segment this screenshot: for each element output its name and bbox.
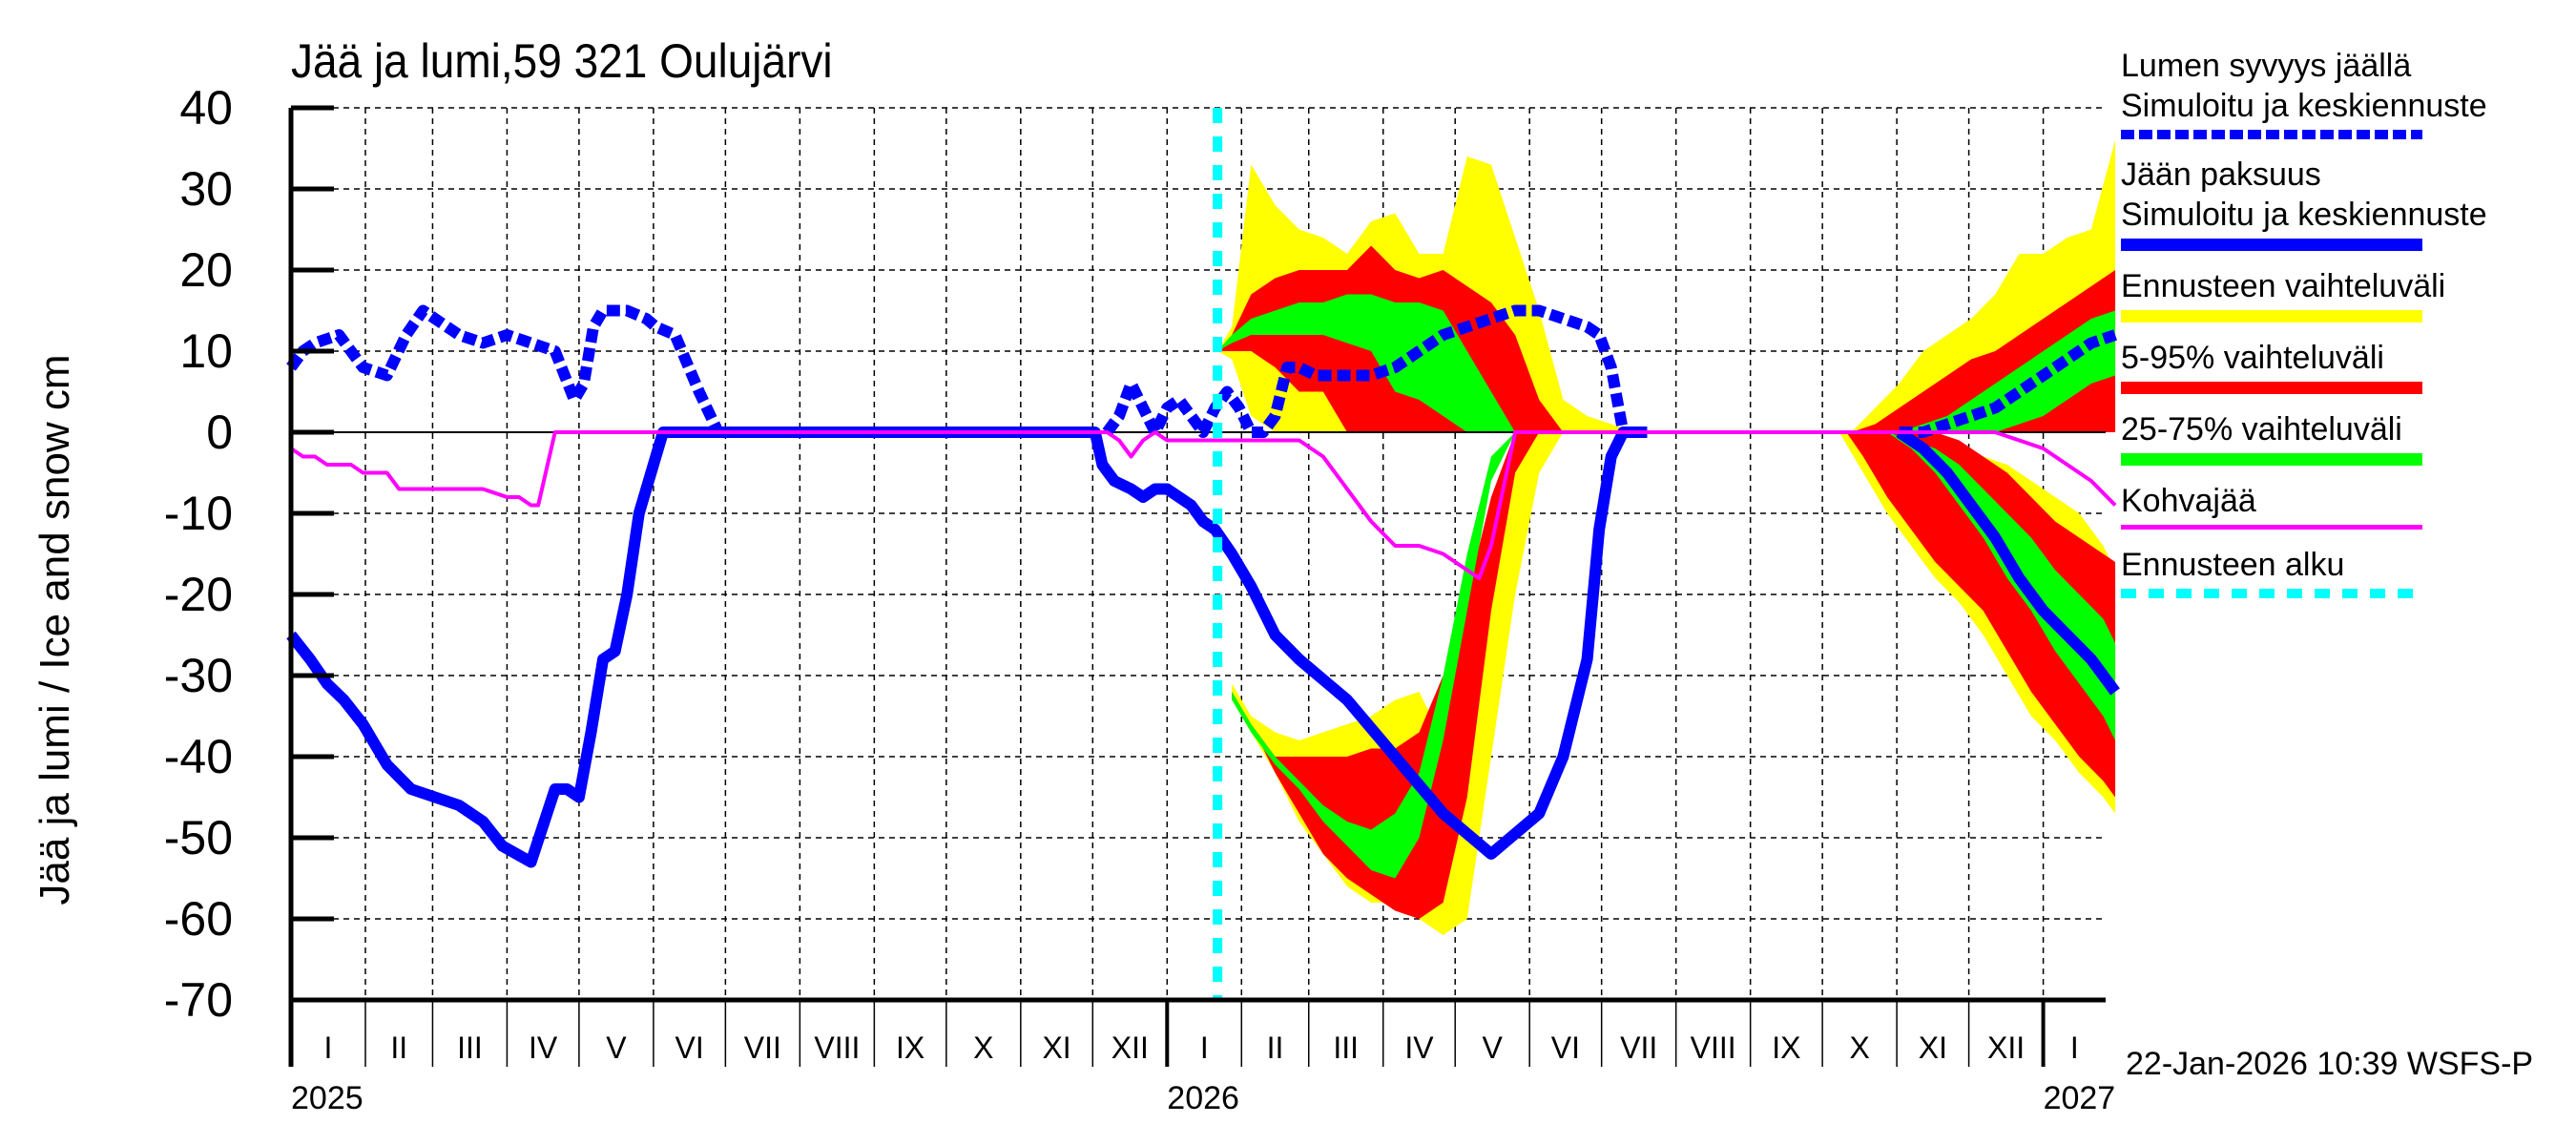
- chart-title: Jää ja lumi,59 321 Oulujärvi: [291, 34, 833, 88]
- legend-swatch-icon: [2121, 453, 2422, 466]
- x-month-label: VI: [675, 1030, 704, 1065]
- forecast-band: [1875, 310, 2116, 432]
- x-month-label: IX: [1772, 1030, 1801, 1065]
- chart-legend: Lumen syvyys jäällä Simuloitu ja keskienn…: [2121, 46, 2569, 614]
- x-month-label: II: [390, 1030, 408, 1065]
- x-month-label: XI: [1918, 1030, 1947, 1065]
- snow-depth-line: [1899, 329, 2117, 438]
- timestamp-footer: 22-Jan-2026 10:39 WSFS-P: [2126, 1046, 2534, 1082]
- legend-sublabel: Simuloitu ja keskiennuste: [2121, 88, 2487, 124]
- x-month-label: XII: [1987, 1030, 2025, 1065]
- y-tick-label: -70: [163, 973, 233, 1027]
- x-month-label: VIII: [814, 1030, 861, 1065]
- legend-item: Jään paksuus Simuloitu ja keskiennuste: [2121, 155, 2569, 251]
- x-month-label: I: [1199, 1030, 1209, 1065]
- y-tick-label: -60: [163, 892, 233, 946]
- legend-item: 5-95% vaihteluväli: [2121, 338, 2569, 394]
- x-month-label: V: [606, 1030, 627, 1065]
- y-tick-label: -40: [163, 730, 233, 783]
- legend-label: Jään paksuus: [2121, 156, 2321, 193]
- y-tick-label: -30: [163, 649, 233, 702]
- forecast-band: [1887, 432, 2116, 740]
- legend-item: Ennusteen alku: [2121, 545, 2569, 598]
- x-month-label: XII: [1111, 1030, 1149, 1065]
- y-tick-label: 30: [179, 162, 233, 216]
- legend-item: Lumen syvyys jäällä Simuloitu ja keskienn…: [2121, 46, 2569, 139]
- legend-item: 25-75% vaihteluväli: [2121, 409, 2569, 466]
- x-month-label: II: [1266, 1030, 1284, 1065]
- legend-label: 25-75% vaihteluväli: [2121, 411, 2402, 448]
- slush-ice-line: [289, 430, 2117, 580]
- x-month-label: III: [1333, 1030, 1360, 1065]
- legend-swatch-icon: [2121, 310, 2422, 323]
- x-month-label: VII: [743, 1030, 781, 1065]
- forecast-band: [1846, 432, 2116, 798]
- x-year-label: 2027: [2043, 1080, 2116, 1116]
- ice-thickness-line: [1896, 427, 2120, 696]
- x-month-label: IV: [529, 1030, 558, 1065]
- legend-swatch-icon: [2121, 382, 2422, 394]
- x-month-label: IX: [895, 1030, 925, 1065]
- legend-sublabel: Simuloitu ja keskiennuste: [2121, 197, 2487, 233]
- y-tick-label: 0: [206, 406, 233, 459]
- x-month-label: VIII: [1690, 1030, 1736, 1065]
- x-year-label: 2025: [291, 1080, 364, 1116]
- y-tick-label: -20: [163, 568, 233, 621]
- snow-depth-line: [1102, 304, 1630, 438]
- forecast-band: [1217, 294, 1540, 432]
- legend-label: Ennusteen vaihteluväli: [2121, 268, 2446, 304]
- legend-label: Ennusteen alku: [2121, 547, 2345, 583]
- x-month-label: III: [457, 1030, 483, 1065]
- snow-depth-line: [286, 304, 728, 438]
- y-tick-label: -10: [163, 487, 233, 540]
- legend-swatch-icon: [2121, 239, 2422, 251]
- y-tick-label: 20: [179, 243, 233, 297]
- legend-swatch-icon: [2121, 130, 2422, 139]
- legend-swatch-icon: [2121, 525, 2422, 530]
- legend-label: 5-95% vaihteluväli: [2121, 340, 2384, 376]
- x-month-label: X: [973, 1030, 994, 1065]
- legend-item: Ennusteen vaihteluväli: [2121, 266, 2569, 323]
- x-month-label: I: [2069, 1030, 2079, 1065]
- y-tick-label: 40: [179, 81, 233, 135]
- legend-item: Kohvajää: [2121, 481, 2569, 530]
- legend-swatch-icon: [2121, 589, 2422, 598]
- x-month-label: V: [1482, 1030, 1503, 1065]
- legend-label: Lumen syvyys jäällä: [2121, 48, 2412, 84]
- x-month-label: X: [1849, 1030, 1870, 1065]
- x-month-label: XI: [1042, 1030, 1071, 1065]
- y-tick-label: -50: [163, 811, 233, 864]
- x-month-label: I: [323, 1030, 333, 1065]
- y-tick-label: 10: [179, 324, 233, 378]
- x-year-label: 2026: [1167, 1080, 1239, 1116]
- x-month-label: VII: [1620, 1030, 1658, 1065]
- x-month-label: IV: [1404, 1030, 1434, 1065]
- forecast-band: [1232, 432, 1588, 919]
- x-month-label: VI: [1550, 1030, 1581, 1065]
- y-axis-label: Jää ja lumi / Ice and snow cm: [31, 354, 78, 906]
- legend-label: Kohvajää: [2121, 483, 2256, 519]
